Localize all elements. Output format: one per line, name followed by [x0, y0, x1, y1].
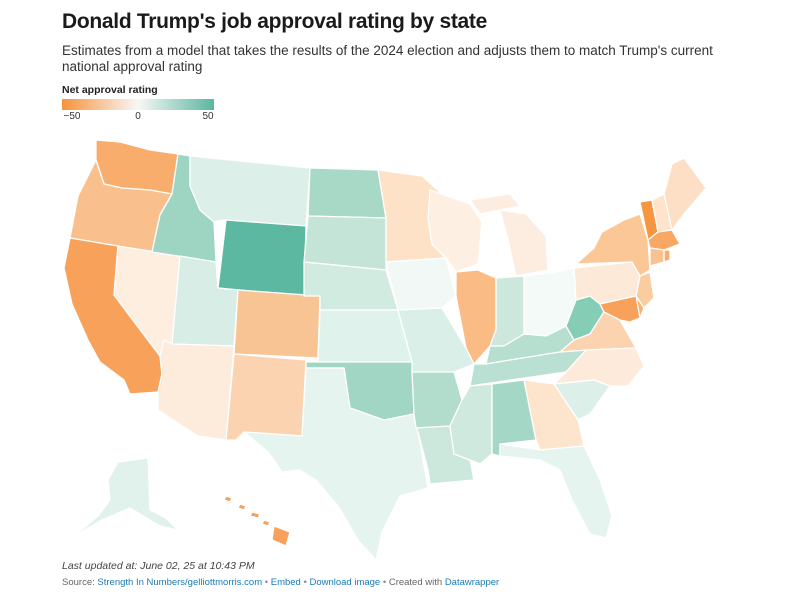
last-updated: Last updated at: June 02, 25 at 10:43 PM	[62, 560, 255, 572]
state-MT[interactable]	[189, 155, 311, 227]
legend-tick-high: 50	[202, 111, 214, 122]
separator-bullet: •	[382, 577, 387, 588]
separator-bullet: •	[264, 577, 269, 588]
legend-color-bar	[62, 99, 214, 110]
state-CT[interactable]	[649, 247, 665, 267]
state-ND[interactable]	[307, 167, 387, 219]
state-AK[interactable]	[73, 457, 179, 537]
state-RI[interactable]	[663, 249, 671, 263]
state-IA[interactable]	[385, 257, 457, 311]
chart-subtitle: Estimates from a model that takes the re…	[62, 43, 713, 74]
state-CO[interactable]	[233, 289, 321, 359]
legend-title: Net approval rating	[62, 84, 158, 96]
state-NM[interactable]	[225, 353, 307, 441]
state-TX[interactable]	[243, 367, 429, 561]
source-line: Source: Strength In Numbers/gelliottmorr…	[62, 577, 499, 588]
state-FL[interactable]	[499, 443, 613, 539]
legend-tick-low: −50	[63, 111, 81, 122]
download-image-link[interactable]: Download image	[309, 577, 381, 588]
state-MO[interactable]	[397, 307, 475, 373]
embed-link[interactable]: Embed	[270, 577, 301, 588]
chart-title: Donald Trump's job approval rating by st…	[62, 10, 487, 33]
legend-tick-mid: 0	[135, 111, 141, 122]
state-KS[interactable]	[317, 309, 413, 363]
state-AZ[interactable]	[157, 339, 235, 441]
state-HI[interactable]	[223, 495, 291, 547]
state-WY[interactable]	[217, 219, 307, 297]
state-SD[interactable]	[303, 215, 387, 271]
state-MD[interactable]	[599, 295, 641, 323]
state-NJ[interactable]	[635, 271, 655, 309]
state-ME[interactable]	[663, 157, 707, 231]
state-MS[interactable]	[449, 383, 493, 465]
separator-bullet: •	[303, 577, 307, 588]
state-NY[interactable]	[575, 213, 651, 277]
datawrapper-link[interactable]: Datawrapper	[444, 577, 500, 588]
source-link[interactable]: Strength In Numbers/gelliottmorris.com	[97, 577, 263, 588]
state-MI[interactable]	[469, 193, 549, 277]
source-prefix: Source:	[62, 577, 98, 588]
created-with-text: Created with	[388, 577, 445, 588]
